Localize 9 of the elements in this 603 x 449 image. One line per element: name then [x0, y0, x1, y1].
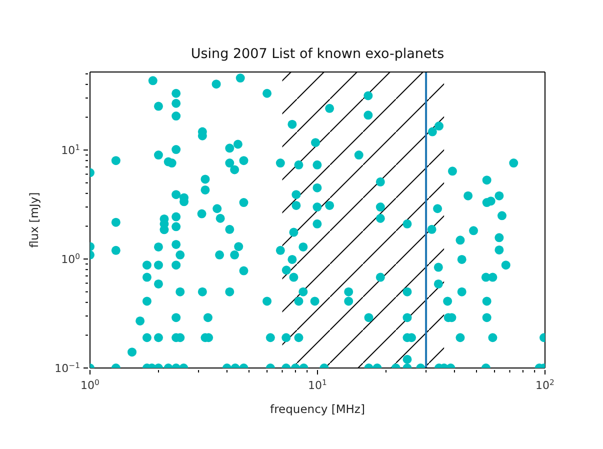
- y-tick-label: 10$^{0}$: [61, 252, 80, 266]
- y-tick-label: 10$^{1}$: [61, 142, 80, 158]
- y-axis-title: flux [mJy]: [27, 192, 41, 248]
- chart-title: Using 2007 List of known exo-planets: [190, 46, 446, 62]
- x-tick-label: 10$^{0}$: [80, 378, 100, 392]
- x-axis-title: frequency [MHz]: [269, 402, 366, 416]
- y-tick-label: 10$^{−1}$: [54, 360, 80, 375]
- x-tick-label: 10$^{2}$: [536, 378, 555, 392]
- x-tick-label: 10$^{1}$: [308, 378, 328, 392]
